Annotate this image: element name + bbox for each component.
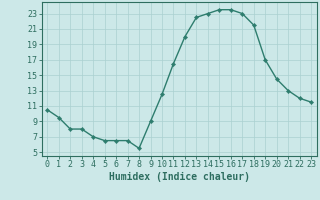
X-axis label: Humidex (Indice chaleur): Humidex (Indice chaleur) xyxy=(109,172,250,182)
